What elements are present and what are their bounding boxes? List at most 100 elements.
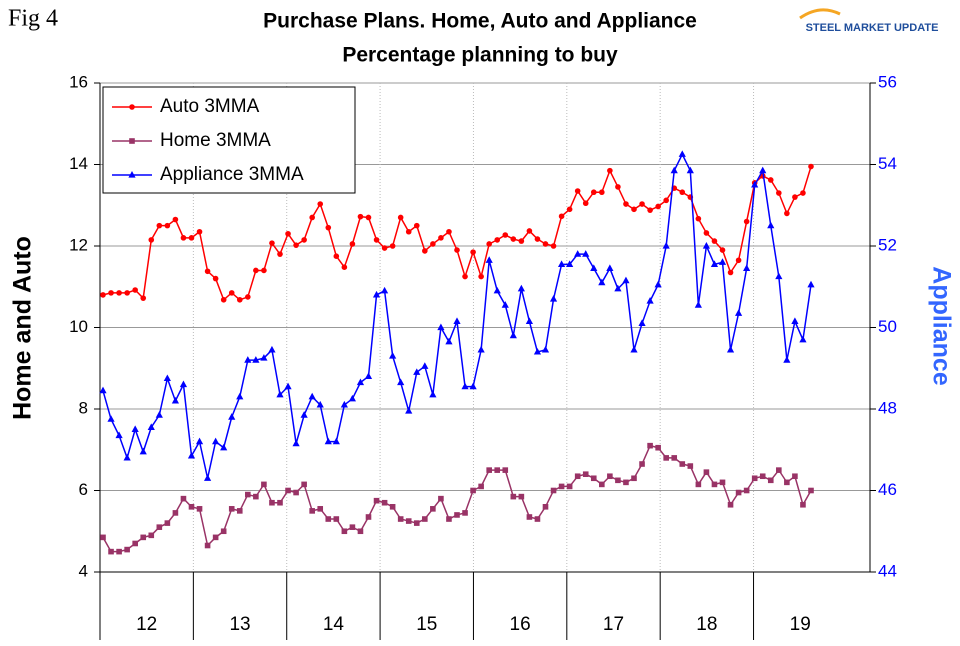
point (364, 372, 373, 379)
point (333, 516, 340, 522)
point (735, 257, 742, 264)
point (131, 425, 139, 432)
point (300, 411, 308, 418)
point (405, 407, 413, 414)
point (438, 495, 444, 502)
y-tick-label: 8 (79, 398, 88, 417)
point (599, 189, 605, 196)
point (631, 206, 637, 213)
series-line (102, 152, 812, 479)
point (743, 218, 750, 225)
point (123, 453, 131, 461)
point (276, 390, 284, 398)
point (598, 278, 606, 286)
point (631, 475, 637, 482)
point (292, 439, 300, 447)
point (132, 287, 138, 293)
point (108, 548, 114, 555)
point (607, 473, 613, 480)
point (405, 228, 412, 235)
point (308, 392, 316, 400)
point (187, 451, 196, 459)
point (517, 284, 525, 292)
point (171, 396, 180, 404)
point (438, 235, 444, 241)
point (614, 284, 622, 292)
y2-tick-label: 56 (878, 72, 897, 91)
point (179, 380, 188, 388)
point (534, 516, 541, 522)
point (128, 171, 136, 178)
point (139, 447, 147, 455)
point (212, 437, 220, 445)
point (348, 394, 357, 402)
point (461, 382, 469, 390)
point (107, 415, 115, 422)
point (172, 216, 179, 223)
point (285, 487, 291, 494)
legend-label: Appliance 3MMA (160, 164, 304, 185)
point (711, 238, 718, 244)
x-tick-label: 15 (416, 614, 437, 635)
point (647, 442, 653, 449)
point (285, 230, 291, 237)
y2-tick-label: 52 (878, 235, 897, 254)
point (670, 166, 678, 174)
point (799, 335, 807, 343)
point (373, 497, 380, 504)
fig-label: Fig 4 (8, 6, 58, 32)
point (486, 241, 492, 247)
point (140, 295, 147, 301)
point (590, 189, 597, 196)
point (703, 230, 710, 236)
point (671, 455, 678, 461)
point (710, 260, 719, 267)
point (518, 238, 525, 244)
y-tick-label: 10 (69, 317, 88, 336)
point (558, 213, 565, 220)
point (566, 483, 573, 490)
point (373, 237, 380, 243)
point (156, 222, 163, 229)
point (663, 197, 669, 204)
y2-tick-label: 50 (878, 317, 897, 336)
y2-tick-label: 54 (878, 154, 897, 173)
point (252, 356, 260, 363)
point (662, 242, 670, 249)
point (333, 253, 340, 259)
point (155, 411, 163, 418)
point (510, 493, 517, 500)
point (212, 534, 219, 541)
point (116, 290, 122, 296)
point (557, 260, 566, 267)
point (261, 481, 267, 488)
point (260, 354, 268, 361)
point (228, 290, 235, 296)
y2-tick-label: 48 (878, 398, 897, 417)
y2-tick-label: 46 (878, 480, 897, 499)
chart-title: Purchase Plans. Home, Auto and Appliance (263, 10, 697, 33)
point (606, 264, 614, 272)
point (100, 534, 106, 541)
point (381, 245, 388, 251)
point (655, 444, 661, 451)
point (188, 504, 195, 510)
point (236, 392, 244, 400)
point (638, 319, 646, 327)
point (261, 267, 267, 274)
point (445, 337, 453, 345)
point (284, 382, 292, 390)
point (316, 400, 324, 408)
point (429, 390, 437, 398)
point (469, 382, 477, 390)
point (647, 207, 653, 213)
point (405, 518, 412, 524)
point (727, 269, 734, 276)
point (574, 250, 582, 257)
point (220, 296, 227, 303)
point (751, 180, 759, 188)
point (269, 240, 275, 246)
legend-label: Home 3MMA (160, 130, 271, 151)
point (622, 276, 630, 284)
